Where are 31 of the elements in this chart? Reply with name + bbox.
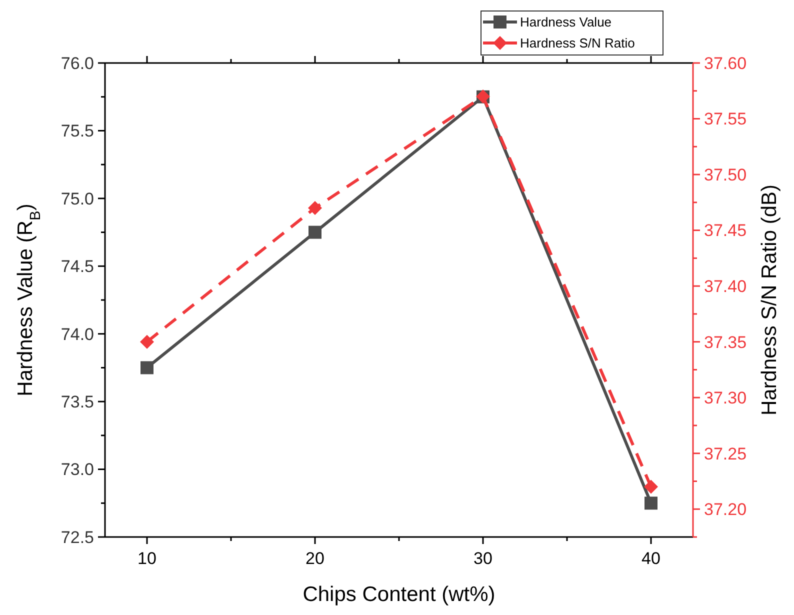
legend-label: Hardness S/N Ratio (520, 36, 635, 51)
x-tick-label: 30 (474, 549, 492, 568)
y2-tick-label: 37.30 (704, 388, 747, 408)
point (140, 361, 154, 374)
x-axis-title: Chips Content (wt%) (302, 583, 496, 606)
y2-axis-title: Hardness S/N Ratio (dB) (758, 184, 781, 416)
legend-label: Hardness Value (520, 14, 612, 30)
y2-tick-label: 37.20 (704, 500, 747, 520)
point (644, 496, 658, 510)
y-tick-label: 74.0 (60, 324, 94, 344)
y2-tick-label: 37.25 (704, 444, 747, 464)
point (308, 226, 322, 239)
y-tick-label: 76.0 (60, 54, 94, 73)
y2-tick-label: 37.55 (704, 110, 747, 129)
x-tick-label: 20 (306, 549, 324, 568)
y-tick-label: 75.0 (60, 189, 94, 208)
y2-tick-label: 37.50 (704, 165, 747, 184)
y-tick-label: 73.5 (60, 392, 94, 412)
x-tick-label: 10 (138, 549, 156, 568)
x-tick-label: 40 (642, 549, 660, 568)
point (644, 480, 658, 494)
y2-tick-label: 37.35 (704, 332, 747, 352)
y2-tick-label: 37.45 (704, 221, 747, 240)
y-tick-label: 74.5 (60, 257, 94, 276)
point (140, 334, 154, 349)
y2-tick-label: 37.60 (704, 54, 747, 73)
y-tick-label: 73.0 (60, 460, 94, 480)
y-tick-label: 75.5 (60, 122, 94, 141)
y-tick-label: 72.5 (60, 528, 94, 547)
y2-tick-label: 37.40 (704, 277, 747, 296)
point (308, 200, 322, 215)
